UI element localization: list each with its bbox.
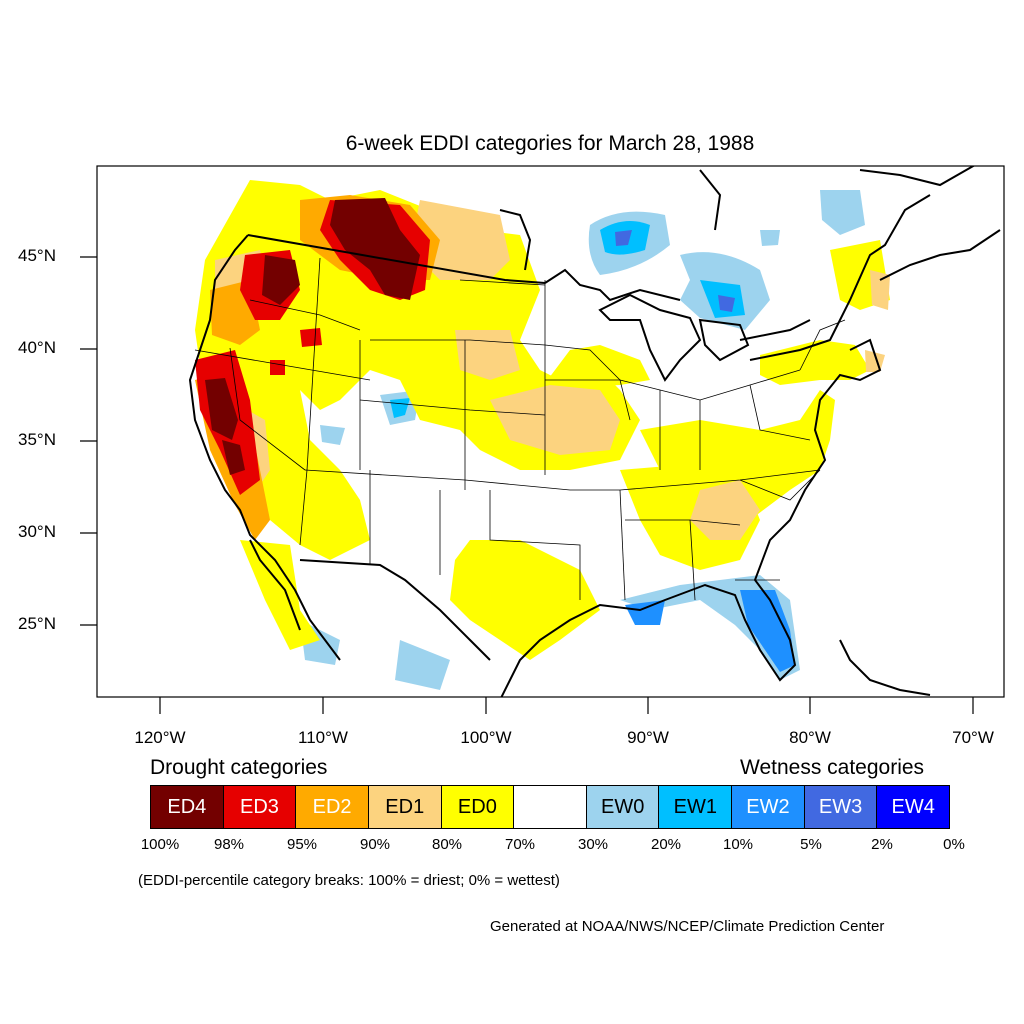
- legend-ed1: ED1: [368, 786, 442, 828]
- state-boundaries: [194, 257, 846, 601]
- ed0-areas: [195, 180, 890, 660]
- break-label: 100%: [140, 836, 180, 853]
- legend-breaks: 100% 98% 95% 90% 80% 70% 30% 20% 10% 5% …: [0, 836, 1024, 856]
- break-label: 98%: [213, 836, 245, 853]
- map-title: 6-week EDDI categories for March 28, 198…: [345, 132, 755, 155]
- drought-heading: Drought categories: [150, 756, 328, 779]
- break-label: 5%: [800, 836, 822, 853]
- x-tick-110w: 110°W: [298, 728, 348, 747]
- break-label: 0%: [943, 836, 965, 853]
- wet-areas: [300, 190, 865, 690]
- break-label: 2%: [871, 836, 893, 853]
- y-tick-40: 40°N: [18, 338, 56, 357]
- x-tick-80w: 80°W: [789, 728, 831, 747]
- break-label: 30%: [577, 836, 609, 853]
- y-tick-30: 30°N: [18, 522, 56, 541]
- y-tick-25: 25°N: [18, 614, 56, 633]
- legend-ew2: EW2: [732, 786, 805, 828]
- y-tick-45: 45°N: [18, 246, 56, 265]
- plot-frame: [96, 165, 1005, 698]
- legend-ew0: EW0: [586, 786, 660, 828]
- legend-ed0: ED0: [441, 786, 515, 828]
- coastlines: [188, 166, 1001, 697]
- tick-marks: [80, 256, 974, 714]
- wetness-heading: Wetness categories: [740, 756, 925, 779]
- break-label: 95%: [286, 836, 318, 853]
- legend-ed4: ED4: [151, 786, 224, 828]
- legend-ew3: EW3: [804, 786, 878, 828]
- x-tick-70w: 70°W: [952, 728, 994, 747]
- y-tick-35: 35°N: [18, 430, 56, 449]
- legend-ed3: ED3: [223, 786, 297, 828]
- break-label: 90%: [359, 836, 391, 853]
- break-label: 10%: [722, 836, 754, 853]
- x-tick-120w: 120°W: [134, 728, 186, 747]
- x-tick-100w: 100°W: [460, 728, 512, 747]
- legend-ew4: EW4: [877, 786, 950, 828]
- legend-normal: [514, 786, 587, 828]
- break-label: 20%: [650, 836, 682, 853]
- legend-bar: ED4 ED3 ED2 ED1 ED0 EW0 EW1 EW2 EW3 EW4: [150, 785, 950, 829]
- credit-line: Generated at NOAA/NWS/NCEP/Climate Predi…: [490, 918, 885, 935]
- category-note: (EDDI-percentile category breaks: 100% =…: [138, 872, 560, 889]
- legend-ed2: ED2: [296, 786, 369, 828]
- x-tick-90w: 90°W: [627, 728, 669, 747]
- ed4-areas: [205, 198, 420, 475]
- break-label: 70%: [504, 836, 536, 853]
- legend-ew1: EW1: [659, 786, 733, 828]
- break-label: 80%: [431, 836, 463, 853]
